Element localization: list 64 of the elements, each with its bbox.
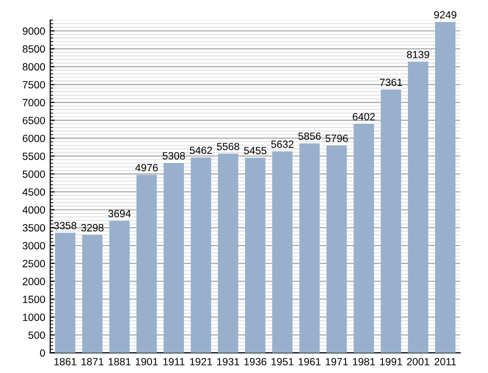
x-tick-label: 1931 (217, 358, 240, 366)
data-label: 3694 (108, 210, 131, 218)
x-tick-label: 2001 (407, 358, 430, 366)
data-label: 8139 (406, 50, 430, 58)
bar (272, 151, 293, 353)
bar (354, 124, 374, 353)
data-label: 5856 (298, 132, 321, 140)
bar (164, 162, 184, 353)
data-label: 9249 (434, 11, 456, 19)
x-tick-label: 1991 (380, 358, 402, 366)
y-tick-label: 1500 (23, 296, 45, 304)
x-tick-label: 1936 (244, 358, 266, 366)
x-tick-label: 1881 (108, 358, 131, 366)
bar (55, 232, 76, 353)
bar (299, 143, 320, 353)
y-tick-label: 3000 (22, 242, 45, 250)
data-label: 5796 (325, 134, 348, 142)
y-tick-label: 3500 (22, 224, 45, 232)
data-label: 3358 (54, 222, 76, 230)
bar (245, 158, 266, 353)
x-tick-label: 1861 (54, 358, 76, 366)
x-tick-label: 1921 (190, 358, 212, 366)
data-label: 5308 (162, 152, 185, 160)
y-tick-label: 7500 (22, 81, 45, 88)
y-tick-label: 2500 (22, 260, 45, 268)
bar (109, 220, 130, 353)
x-tick-label: 1901 (136, 358, 158, 366)
y-tick-label: 6500 (22, 116, 45, 124)
x-tick-label: 1971 (326, 358, 348, 366)
y-tick-label: 9000 (22, 27, 45, 35)
bar (190, 157, 212, 353)
y-tick-label: 8000 (22, 63, 45, 71)
x-tick-label: 1911 (163, 358, 184, 366)
bar (326, 146, 347, 353)
x-tick-label: 1961 (298, 358, 321, 366)
y-tick-label: 4500 (22, 188, 45, 196)
bar (380, 90, 402, 353)
data-label: 5462 (190, 146, 212, 154)
y-tick-label: 2000 (22, 278, 45, 286)
y-tick-label: 7000 (22, 98, 45, 106)
data-label: 4976 (135, 164, 158, 172)
data-label: 3298 (81, 224, 104, 232)
bar (435, 22, 456, 353)
bar (136, 174, 157, 353)
y-tick-label: 500 (28, 331, 45, 339)
y-tick-label: 6000 (22, 134, 45, 142)
bar (82, 234, 103, 353)
y-tick-label: 5000 (22, 170, 45, 178)
y-tick-label: 0 (40, 349, 45, 357)
x-tick-label: 2011 (434, 358, 456, 366)
bar (408, 62, 428, 353)
data-label: 7361 (380, 78, 402, 86)
data-label: 5455 (244, 146, 266, 154)
data-label: 6402 (352, 112, 375, 120)
x-tick-label: 1951 (272, 358, 294, 366)
y-tick-label: 8500 (22, 45, 45, 53)
y-tick-label: 5500 (22, 152, 45, 160)
x-tick-label: 1871 (82, 358, 104, 366)
data-label: 5568 (216, 142, 240, 150)
y-tick-label: 4000 (22, 206, 45, 214)
x-tick-label: 1981 (353, 358, 375, 366)
data-label: 5632 (271, 140, 294, 148)
y-tick-label: 1000 (23, 314, 45, 321)
bar (218, 154, 238, 353)
